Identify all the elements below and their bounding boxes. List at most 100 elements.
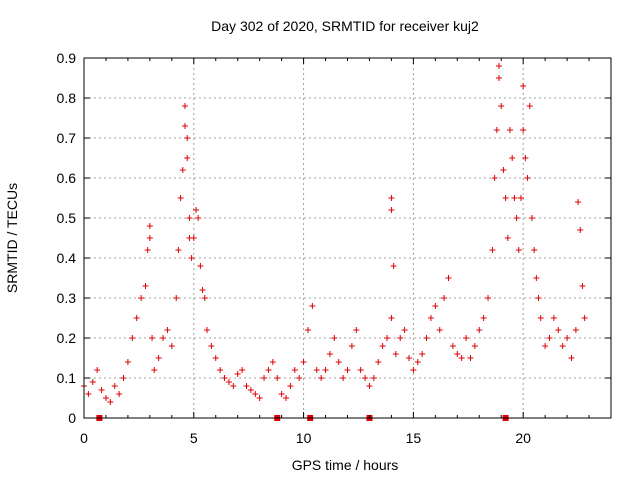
data-point <box>247 387 254 393</box>
y-tick-label: 0.1 <box>57 370 77 386</box>
data-point <box>175 247 182 253</box>
data-point <box>85 391 92 397</box>
data-point <box>331 335 338 341</box>
data-point <box>230 383 237 389</box>
y-tick-label: 0 <box>68 410 76 426</box>
data-point <box>504 235 511 241</box>
data-point <box>192 207 199 213</box>
data-point <box>243 383 250 389</box>
x-tick-label: 5 <box>190 430 198 446</box>
data-point <box>489 247 496 253</box>
data-point <box>322 367 329 373</box>
data-point <box>388 315 395 321</box>
data-point <box>278 391 285 397</box>
data-point <box>485 295 492 301</box>
data-point <box>269 359 276 365</box>
data-point <box>546 335 553 341</box>
axis-ticks <box>83 57 611 419</box>
data-point <box>526 103 533 109</box>
data-point <box>179 167 186 173</box>
data-point <box>511 195 518 201</box>
plot-frame <box>83 57 612 419</box>
data-point <box>168 343 175 349</box>
data-point <box>384 335 391 341</box>
data-points <box>81 63 588 405</box>
data-point <box>138 295 145 301</box>
data-point <box>432 303 439 309</box>
data-point <box>265 367 272 373</box>
data-point <box>496 75 503 81</box>
data-point <box>340 375 347 381</box>
data-point <box>390 263 397 269</box>
data-point <box>520 127 527 133</box>
data-point <box>217 367 224 373</box>
data-point <box>362 375 369 381</box>
data-point <box>304 327 311 333</box>
data-point <box>467 355 474 361</box>
y-tick-label: 0.5 <box>57 210 77 226</box>
data-point <box>313 367 320 373</box>
data-point <box>184 155 191 161</box>
data-point <box>542 343 549 349</box>
data-point <box>94 367 101 373</box>
data-point <box>309 303 316 309</box>
data-point <box>537 315 544 321</box>
data-point <box>221 375 228 381</box>
data-point <box>296 375 303 381</box>
data-point <box>436 327 443 333</box>
y-tick-label: 0.9 <box>57 50 77 66</box>
data-point <box>379 343 386 349</box>
data-point <box>182 103 189 109</box>
data-point <box>182 123 189 129</box>
data-point <box>493 127 500 133</box>
data-point <box>568 355 575 361</box>
data-point <box>445 275 452 281</box>
data-point <box>201 295 208 301</box>
data-point <box>203 327 210 333</box>
y-tick-label: 0.3 <box>57 290 77 306</box>
data-point <box>184 135 191 141</box>
data-point <box>410 367 417 373</box>
data-point <box>300 359 307 365</box>
data-point <box>441 295 448 301</box>
data-point <box>577 227 584 233</box>
data-point <box>326 351 333 357</box>
data-point <box>498 103 505 109</box>
data-point <box>392 351 399 357</box>
data-point <box>129 335 136 341</box>
data-point <box>151 367 158 373</box>
data-point <box>111 383 118 389</box>
data-point <box>212 355 219 361</box>
data-point <box>177 195 184 201</box>
data-point <box>522 155 529 161</box>
data-point <box>496 63 503 69</box>
data-point <box>225 379 232 385</box>
data-point <box>366 383 373 389</box>
data-point <box>517 195 524 201</box>
data-point <box>423 335 430 341</box>
data-point <box>375 359 382 365</box>
data-point <box>513 215 520 221</box>
data-point <box>405 355 412 361</box>
data-point <box>190 235 197 241</box>
data-point <box>533 275 540 281</box>
data-point <box>353 327 360 333</box>
data-point <box>195 215 202 221</box>
data-point <box>458 355 465 361</box>
data-point <box>370 375 377 381</box>
data-point <box>197 263 204 269</box>
data-point <box>335 359 342 365</box>
data-point <box>261 375 268 381</box>
data-point <box>528 215 535 221</box>
data-point <box>102 395 109 401</box>
data-point <box>274 375 281 381</box>
data-point <box>116 391 123 397</box>
data-point <box>463 335 470 341</box>
data-point <box>401 327 408 333</box>
data-point <box>146 223 153 229</box>
data-point <box>491 175 498 181</box>
data-point <box>550 315 557 321</box>
data-point <box>155 355 162 361</box>
